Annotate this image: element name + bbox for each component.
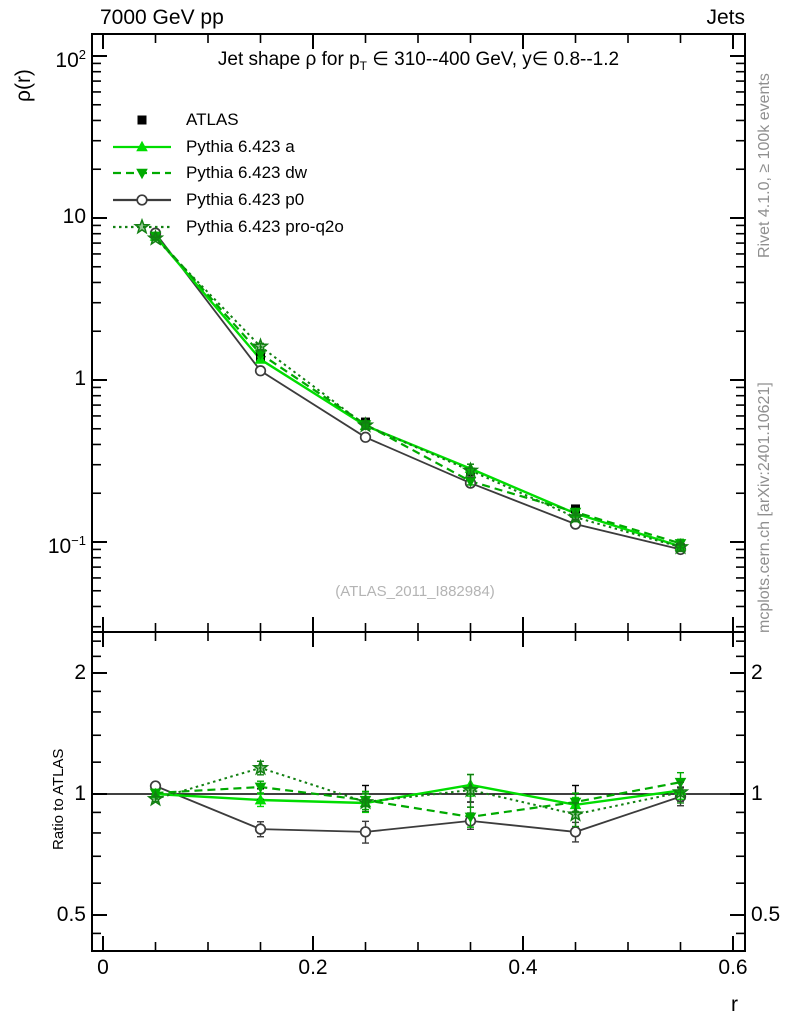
marker-circle-open [254, 823, 267, 835]
legend-item-pythia-6-423-pro-q2o: Pythia 6.423 pro-q2o [110, 215, 440, 241]
series-line-pythia-6-423-p0 [154, 232, 681, 551]
legend-item-atlas: ATLAS [110, 108, 440, 134]
chart-ratio [92, 758, 745, 844]
legend-sample [113, 194, 171, 206]
series-points-pythia-6-423-p0 [149, 227, 687, 556]
marker-circle-open [359, 826, 372, 838]
series-line-pythia-6-423-a [154, 235, 681, 548]
marker-square [137, 115, 147, 125]
legend-label: Pythia 6.423 a [186, 136, 295, 156]
mcplots-arxiv-note: mcplots.cern.ch [arXiv:2401.10621] [756, 382, 773, 633]
plot-title-sub: T [359, 59, 368, 73]
series-line-pythia-6-423-dw [155, 781, 681, 819]
marker-star-open [356, 416, 375, 433]
series-points-pythia-6-423-p0 [149, 780, 687, 844]
legend-label: Pythia 6.423 dw [186, 163, 307, 183]
ratio-y-tick-label-right: 2 [751, 660, 763, 684]
legend-sample [113, 140, 171, 151]
main-y-tick-label: 1 [74, 367, 86, 390]
series-line-pythia-6-423-pro-q2o [154, 237, 681, 549]
main-y-tick-label: 10 [62, 205, 86, 228]
marker-star-open [566, 805, 585, 822]
ratio-y-tick-label-right: 1 [751, 782, 763, 805]
marker-star-open [671, 783, 690, 800]
plot-title-post: ∈ 310--400 GeV, y∈ 0.8--1.2 [367, 49, 620, 70]
series-line-pythia-6-423-p0 [155, 785, 681, 833]
marker-triangle-down [464, 812, 477, 824]
ratio-y-tick-label-left: 1 [74, 782, 86, 805]
plot-title: Jet shape ρ for pT ∈ 310--400 GeV, y∈ 0.… [92, 48, 745, 73]
series-points-pythia-6-423-pro-q2o [146, 758, 690, 828]
series-points-atlas [151, 231, 685, 553]
legend-sample [113, 217, 171, 235]
marker-star-open [356, 792, 375, 810]
x-tick-label: 0.4 [508, 956, 538, 979]
series-line-pythia-6-423-a [155, 783, 681, 807]
marker-triangle-up [136, 140, 148, 151]
x-tick-label: 0.6 [718, 956, 748, 979]
marker-star-open [461, 461, 480, 479]
legend-item-pythia-6-423-a: Pythia 6.423 a [110, 135, 440, 161]
main-y-axis-title: ρ(r) [12, 69, 35, 102]
series-line-pythia-6-423-pro-q2o [155, 766, 681, 816]
marker-star-open [461, 780, 480, 798]
marker-triangle-up [254, 793, 267, 805]
x-axis-title: r [731, 993, 738, 1016]
main-y-tick-label: 10−1 [47, 533, 86, 558]
plot-title-pre: Jet shape ρ for p [217, 49, 360, 70]
marker-star-open [133, 217, 151, 235]
rivet-version-note: Rivet 4.1.0, ≥ 100k events [756, 73, 773, 258]
marker-star-open [671, 537, 690, 555]
x-tick-label: 0.2 [298, 956, 328, 979]
legend-item-pythia-6-423-dw: Pythia 6.423 dw [110, 161, 440, 187]
legend-label: ATLAS [186, 110, 239, 129]
marker-star-open [146, 789, 165, 807]
series-line-pythia-6-423-dw [154, 235, 681, 545]
marker-circle-open [569, 826, 582, 838]
marker-star-open [146, 229, 165, 246]
process-label: Jets [706, 6, 745, 29]
ratio-y-tick-label-left: 0.5 [56, 903, 86, 926]
chart-main [146, 227, 690, 556]
marker-circle-open [254, 365, 267, 377]
series-points-pythia-6-423-a [149, 230, 687, 551]
ratio-frame [91, 631, 746, 952]
beam-label: 7000 GeV pp [100, 6, 224, 29]
marker-star-open [251, 337, 270, 354]
analysis-id-watermark: (ATLAS_2011_I882984) [335, 583, 495, 600]
series-points-pythia-6-423-pro-q2o [146, 229, 690, 555]
main-y-tick-label: 102 [55, 47, 86, 72]
marker-triangle-down [464, 476, 477, 488]
ratio-y-tick-label-right: 0.5 [751, 903, 781, 926]
marker-star-open [566, 508, 585, 525]
marker-circle-open [359, 431, 372, 443]
marker-triangle-down [254, 782, 267, 794]
x-tick-label: 0 [97, 956, 109, 979]
marker-circle-open [136, 194, 148, 206]
legend-label: Pythia 6.423 pro-q2o [186, 216, 344, 236]
legend-item-pythia-6-423-p0: Pythia 6.423 p0 [110, 188, 440, 214]
marker-triangle-down [136, 169, 148, 180]
legend-label: Pythia 6.423 p0 [186, 190, 305, 210]
marker-star-open [251, 758, 270, 776]
ratio-y-tick-label-left: 2 [74, 660, 86, 684]
legend-sample [113, 169, 171, 180]
legend-sample [137, 115, 147, 125]
series-points-pythia-6-423-dw [149, 231, 687, 550]
